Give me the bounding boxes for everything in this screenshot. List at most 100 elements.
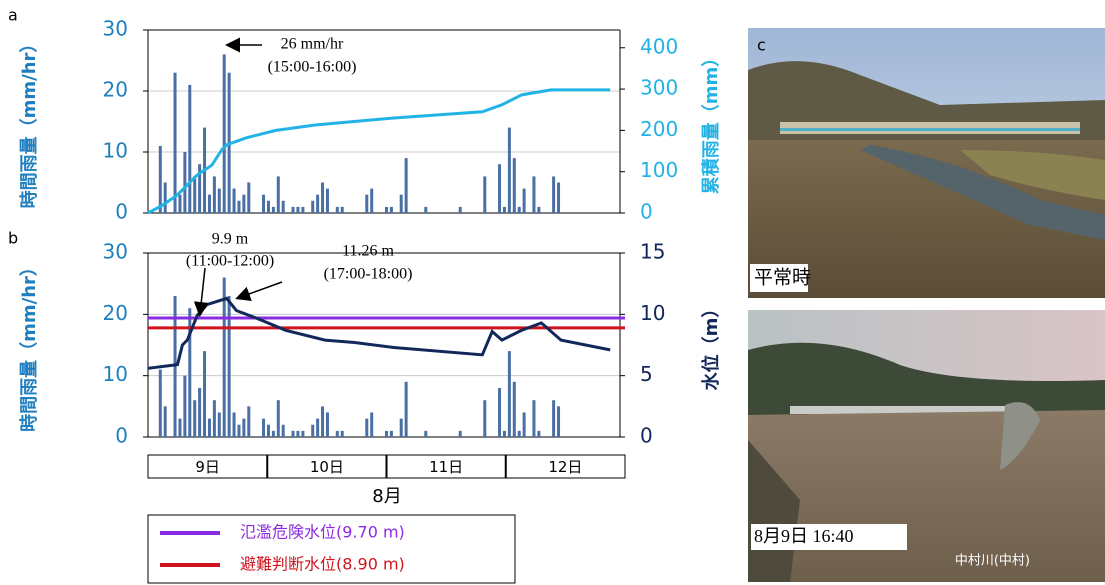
x-tick-label: 9日 (195, 458, 220, 476)
photo-caption: 平常時 (754, 266, 811, 288)
bar (532, 400, 535, 437)
bar (296, 431, 299, 437)
bar (178, 195, 181, 213)
bar (267, 201, 270, 213)
y-tick-label: 20 (103, 301, 128, 325)
y-tick-label: 0 (115, 424, 128, 448)
bar (242, 419, 245, 437)
bar (365, 195, 368, 213)
annotation: 11.26 m (342, 243, 394, 260)
bar (513, 382, 516, 437)
bar (223, 278, 226, 437)
bar (193, 176, 196, 213)
bar (218, 412, 221, 437)
bar (233, 412, 236, 437)
panel-label: c (757, 36, 766, 55)
bar (218, 189, 221, 213)
bar (518, 431, 521, 437)
x-axis-label: 8月 (372, 486, 401, 507)
bar (390, 207, 393, 213)
bar (237, 425, 240, 437)
bar (503, 207, 506, 213)
y2-tick-label: 5 (640, 362, 653, 386)
x-tick-label: 12日 (548, 458, 582, 476)
y-axis-label: 時間雨量（mm/hr） (18, 258, 40, 432)
bar (405, 158, 408, 213)
bar (237, 201, 240, 213)
bar (503, 431, 506, 437)
legend-label: 氾濫危険水位(9.70 m) (240, 523, 405, 542)
y-tick-label: 10 (103, 362, 128, 386)
bar (292, 207, 295, 213)
y2-tick-label: 10 (640, 301, 665, 325)
x-tick-label: 11日 (429, 458, 463, 476)
y-tick-label: 0 (115, 200, 128, 224)
bar (277, 400, 280, 437)
bar (336, 431, 339, 437)
bar (203, 351, 206, 437)
bar (183, 376, 186, 437)
annotation: 26 mm/hr (281, 36, 344, 53)
annotation: (15:00-16:00) (268, 59, 357, 76)
bar (159, 370, 162, 437)
bar (336, 207, 339, 213)
bar (459, 207, 462, 213)
bar (267, 425, 270, 437)
bar (321, 183, 324, 214)
y2-tick-label: 0 (640, 200, 653, 224)
bar (223, 54, 226, 213)
bar (424, 431, 427, 437)
bar (498, 388, 501, 437)
line-series (148, 90, 610, 213)
bar (508, 351, 511, 437)
bar (178, 419, 181, 437)
bar (523, 412, 526, 437)
bar (385, 431, 388, 437)
bar (523, 189, 526, 213)
y2-tick-label: 100 (640, 158, 678, 182)
bar (424, 207, 427, 213)
y-tick-label: 30 (103, 240, 128, 264)
bar (552, 400, 555, 437)
bar (552, 176, 555, 213)
bar (400, 195, 403, 213)
bar (282, 425, 285, 437)
bar (370, 189, 373, 213)
bar (262, 419, 265, 437)
bar (508, 128, 511, 213)
bar (188, 85, 191, 213)
bar (193, 400, 196, 437)
bar (400, 419, 403, 437)
bar (326, 412, 329, 437)
photo-watermark: 中村川(中村) (955, 554, 1030, 569)
legend-label: 避難判断水位(8.90 m) (240, 555, 405, 574)
y2-axis-label: 水位（m） (700, 300, 722, 391)
bar (385, 207, 388, 213)
y-tick-label: 30 (103, 17, 128, 41)
bar (532, 176, 535, 213)
bar (208, 419, 211, 437)
bar (405, 382, 408, 437)
bar (301, 207, 304, 213)
bar (483, 400, 486, 437)
y2-tick-label: 0 (640, 424, 653, 448)
y2-axis-label: 累積雨量（mm） (700, 49, 722, 195)
bar (459, 431, 462, 437)
bar (247, 183, 250, 214)
bar (208, 195, 211, 213)
photo-caption: 8月9日 16:40 (754, 526, 854, 546)
x-tick-label: 10日 (310, 458, 344, 476)
bar (341, 431, 344, 437)
annotation: (11:00-12:00) (186, 253, 274, 270)
y-axis-label: 時間雨量（mm/hr） (18, 35, 40, 209)
bar (272, 431, 275, 437)
bar (296, 207, 299, 213)
bar (498, 164, 501, 213)
bar (174, 73, 177, 213)
bar (301, 431, 304, 437)
annotation: 9.9 m (212, 231, 249, 248)
bar (213, 400, 216, 437)
bar (557, 183, 560, 214)
bar (247, 406, 250, 437)
bar (277, 176, 280, 213)
